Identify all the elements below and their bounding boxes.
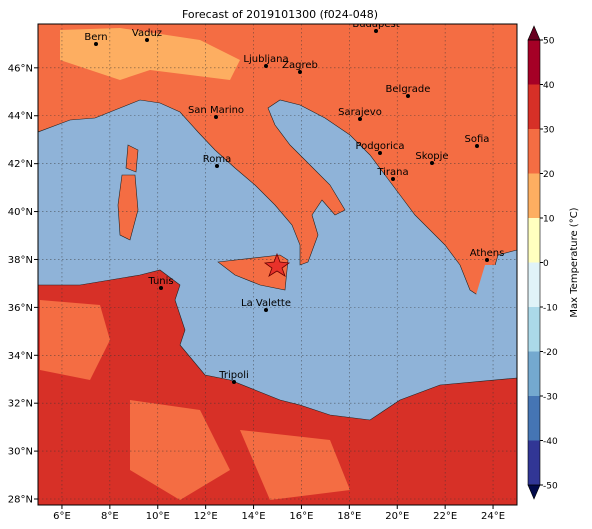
colorbar-band: [528, 440, 540, 485]
colorbar-tick-label: 10: [543, 215, 555, 225]
colorbar-tick-label: -50: [543, 482, 558, 492]
alps-region: [60, 28, 240, 80]
city-dot: [358, 117, 362, 121]
y-tick-label: 38°N: [8, 255, 33, 266]
city-dot: [475, 144, 479, 148]
city-dot: [430, 161, 434, 165]
colorbar-extend-low: [527, 484, 541, 500]
city-label: Tirana: [376, 167, 408, 178]
x-tick-label: 10°E: [146, 511, 170, 522]
africa-warm-patch: [40, 300, 110, 380]
colorbar-band: [528, 307, 540, 352]
colorbar-band: [528, 173, 540, 218]
city-dot: [264, 308, 268, 312]
colorbar-band: [528, 351, 540, 396]
city-label: Sofia: [465, 134, 490, 145]
forecast-star: [263, 252, 291, 277]
city-dot: [214, 115, 218, 119]
x-tick-label: 24°E: [481, 511, 505, 522]
y-tick-label: 32°N: [8, 399, 33, 410]
y-tick-label: 46°N: [8, 63, 33, 74]
africa-warm-patch: [130, 400, 230, 500]
x-tick-label: 22°E: [433, 511, 457, 522]
city-label: Roma: [203, 154, 232, 165]
y-tick-label: 42°N: [8, 159, 33, 170]
colorbar-band: [528, 396, 540, 441]
y-tick-label: 30°N: [8, 447, 33, 458]
y-tick-label: 40°N: [8, 207, 33, 218]
city-label: Skopje: [415, 151, 448, 162]
y-tick-label: 36°N: [8, 303, 33, 314]
sardinia: [117, 174, 139, 241]
x-tick-label: 8°E: [101, 511, 119, 522]
corsica: [125, 144, 139, 173]
colorbar-extend-high: [527, 25, 541, 41]
aegean-sea: [470, 265, 517, 335]
city-label: Budapest: [352, 19, 399, 30]
colorbar-tick-label: 30: [543, 126, 555, 136]
city-dot: [232, 380, 236, 384]
city-label: Zagreb: [282, 60, 318, 71]
x-tick-label: 14°E: [242, 511, 266, 522]
city-dot: [406, 94, 410, 98]
city-dot: [378, 151, 382, 155]
colorbar-tick-label: 50: [543, 37, 555, 47]
map-title: Forecast of 2019101300 (f024-048): [182, 8, 378, 21]
y-tick-label: 34°N: [8, 351, 33, 362]
x-tick-label: 18°E: [337, 511, 361, 522]
x-tick-label: 20°E: [385, 511, 409, 522]
city-label: La Valette: [241, 298, 291, 309]
x-tick-label: 12°E: [194, 511, 218, 522]
city-label: Vaduz: [132, 28, 162, 39]
x-tick-label: 16°E: [289, 511, 313, 522]
city-dot: [485, 258, 489, 262]
city-label: Athens: [470, 248, 505, 259]
colorbar-tick-label: 20: [543, 170, 555, 180]
x-tick-label: 6°E: [53, 511, 71, 522]
city-label: Ljubljana: [243, 54, 288, 65]
city-dot: [391, 177, 395, 181]
colorbar-tick-label: -40: [543, 437, 558, 447]
city-label: Tripoli: [218, 370, 249, 381]
y-tick-label: 44°N: [8, 111, 33, 122]
colorbar-tick-label: 40: [543, 81, 555, 91]
colorbar-band: [528, 40, 540, 85]
city-label: Podgorica: [355, 141, 404, 152]
city-dot: [94, 42, 98, 46]
colorbar-label: Max Temperature (°C): [569, 207, 580, 317]
city-label: Bern: [84, 32, 107, 43]
map-frame: [37, 23, 518, 506]
colorbar-tick-label: -10: [543, 304, 558, 314]
city-dot: [145, 38, 149, 42]
city-dot: [264, 64, 268, 68]
city-label: Belgrade: [386, 84, 431, 95]
colorbar-tick-label: -30: [543, 393, 558, 403]
colorbar-band: [528, 218, 540, 263]
city-label: Sarajevo: [338, 107, 382, 118]
africa-warm-patch: [240, 430, 350, 500]
colorbar-band: [528, 129, 540, 174]
city-dot: [215, 164, 219, 168]
colorbar-tick-label: -20: [543, 348, 558, 358]
colorbar-band: [528, 262, 540, 307]
city-dot: [159, 286, 163, 290]
city-dot: [298, 70, 302, 74]
city-dot: [374, 29, 378, 33]
colorbar-band: [528, 84, 540, 129]
y-tick-label: 28°N: [8, 495, 33, 506]
colorbar-tick-label: 0: [543, 259, 549, 269]
city-label: Tunis: [147, 276, 173, 287]
city-label: San Marino: [188, 105, 244, 116]
